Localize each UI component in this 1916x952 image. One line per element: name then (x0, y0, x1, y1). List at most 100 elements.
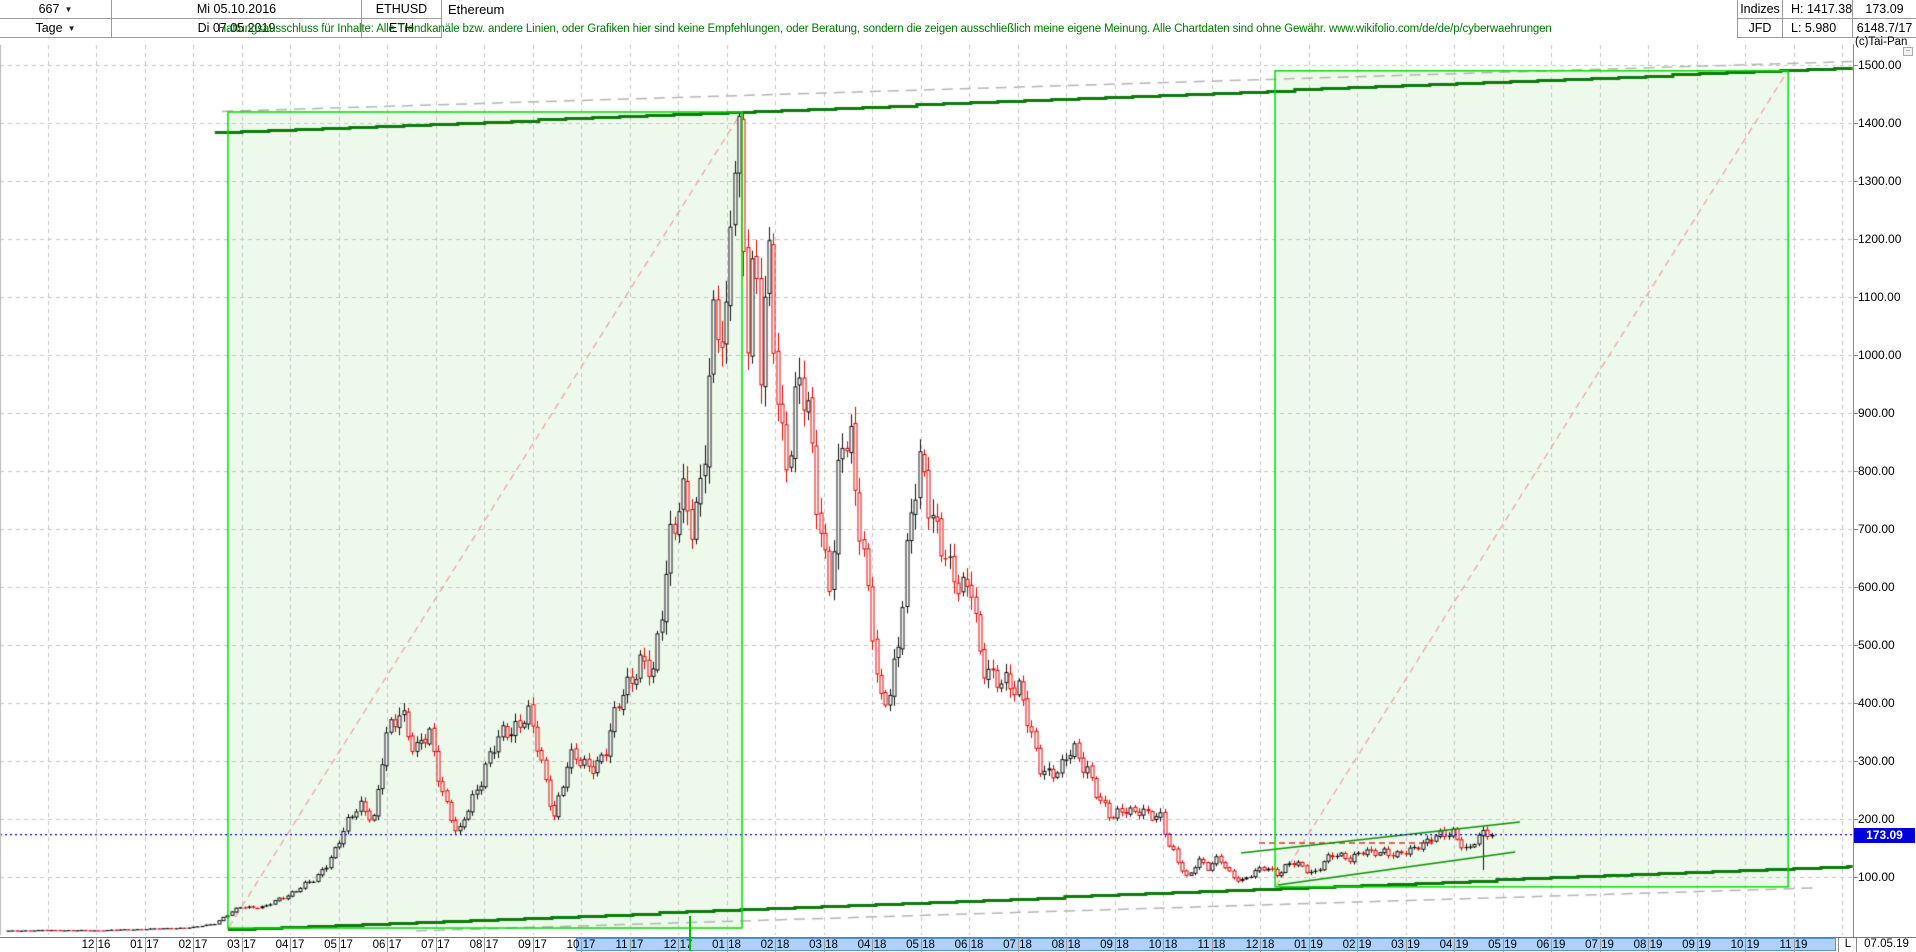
month-tick (1211, 938, 1213, 952)
month-tick (1114, 938, 1116, 952)
month-tick (1599, 938, 1601, 952)
month-tick (1648, 938, 1649, 952)
month-tick (241, 938, 243, 952)
y-axis-label: 1100.00 (1858, 290, 1901, 304)
period-value: Tage (35, 21, 63, 35)
collapse-panel-button[interactable]: − (1903, 47, 1913, 56)
month-label: 10 19 (1730, 939, 1760, 951)
low-cell: L: 5.980 (1783, 19, 1853, 38)
y-axis-tick (1853, 877, 1858, 878)
month-label: 08 17 (469, 939, 499, 951)
y-axis-tick (1853, 529, 1858, 530)
month-label: 04 19 (1439, 939, 1469, 951)
month-tick (1696, 938, 1698, 952)
symbol-short: ETH (389, 21, 414, 35)
y-axis-tick (1853, 703, 1858, 704)
last-price: 173.09 (1865, 2, 1904, 16)
high-cell: H: 1417.38 (1783, 0, 1853, 19)
month-label: 09 18 (1100, 939, 1129, 951)
month-label: 08 18 (1051, 939, 1081, 951)
provider-cell: Indizes (1737, 0, 1783, 19)
y-axis-label: 700.00 (1858, 522, 1895, 536)
y-axis-tick (1853, 761, 1858, 762)
y-axis-label: 200.00 (1858, 812, 1895, 826)
month-label: 10 18 (1148, 939, 1178, 951)
y-axis-label: 600.00 (1858, 580, 1895, 594)
month-label: 12 18 (1245, 939, 1275, 951)
month-label: 07 18 (1003, 939, 1032, 951)
month-tick (1502, 938, 1504, 952)
y-axis-tick (1853, 181, 1858, 182)
month-tick (435, 938, 437, 952)
month-tick (484, 938, 485, 952)
y-axis-label: 100.00 (1858, 870, 1895, 884)
bars-count-value: 667 (38, 2, 60, 16)
date-event-marker (689, 916, 691, 951)
month-label: 03 18 (809, 939, 838, 951)
y-axis-label: 1200.00 (1858, 232, 1902, 246)
y-axis-label: 1000.00 (1858, 348, 1902, 362)
month-label: 02 19 (1342, 939, 1372, 951)
month-tick (1260, 938, 1261, 952)
month-label: 11 17 (615, 939, 644, 951)
date-from-cell[interactable]: Mi 05.10.2016 (112, 0, 362, 19)
month-label: 01 18 (712, 939, 741, 951)
month-label: 09 19 (1682, 939, 1711, 951)
period-dropdown[interactable]: Tage ▼ (0, 19, 112, 38)
month-tick (1551, 938, 1552, 952)
month-tick (1793, 938, 1795, 952)
extra-value-cell: 6148.7/17 (1853, 19, 1916, 38)
y-axis-tick (1853, 645, 1858, 646)
symbol-cell[interactable]: ETHUSD (362, 0, 442, 19)
date-to-cell[interactable]: Di 07.05.2019 (112, 19, 362, 38)
date-from: Mi 05.10.2016 (196, 2, 277, 16)
low-value: L: 5.980 (1791, 21, 1837, 35)
month-label: 04 18 (857, 939, 887, 951)
y-axis-tick (1853, 413, 1858, 414)
y-axis-label: 1500.00 (1858, 58, 1902, 72)
bars-count-dropdown[interactable]: 667 ▼ (0, 0, 112, 19)
chart-canvas[interactable] (0, 44, 1853, 952)
month-label: 02 18 (760, 939, 790, 951)
month-tick (1017, 938, 1019, 952)
date-to: Di 07.05.2019 (197, 21, 276, 35)
month-tick (1066, 938, 1067, 952)
month-tick (144, 938, 146, 952)
month-tick (969, 938, 970, 952)
month-label: 08 19 (1633, 939, 1663, 951)
month-label: 07 19 (1585, 939, 1614, 951)
y-axis-label: 900.00 (1858, 406, 1895, 420)
month-tick (532, 938, 534, 952)
month-label: 11 18 (1197, 939, 1226, 951)
month-label: 12 17 (663, 939, 693, 951)
chevron-down-icon: ▼ (64, 4, 73, 14)
month-label: 03 19 (1391, 939, 1420, 951)
chevron-down-icon: ▼ (67, 23, 76, 33)
last-price-cell: 173.09 (1853, 0, 1916, 19)
month-tick (775, 938, 776, 952)
symbol-short-cell[interactable]: ETH (362, 19, 442, 38)
instrument-name: Ethereum (448, 2, 505, 17)
y-axis-tick (1853, 65, 1858, 66)
y-axis-tick (1853, 819, 1858, 820)
y-axis-tick (1853, 355, 1858, 356)
month-tick (1308, 938, 1310, 952)
y-axis-label: 500.00 (1858, 638, 1895, 652)
month-label: 05 19 (1488, 939, 1517, 951)
month-tick (338, 938, 340, 952)
month-tick (629, 938, 631, 952)
time-range-highlight[interactable] (576, 938, 1837, 951)
month-tick (1405, 938, 1407, 952)
disclaimer-text: Haftungsausschluss für Inhalte: Alle Tre… (218, 23, 1552, 35)
y-axis-label: 800.00 (1858, 464, 1895, 478)
y-axis-tick (1853, 123, 1858, 124)
month-tick (387, 938, 388, 952)
last-bar-label: L (1838, 938, 1857, 952)
y-axis-label: 1400.00 (1858, 116, 1902, 130)
symbol: ETHUSD (375, 2, 428, 16)
y-axis-tick (1853, 297, 1858, 298)
month-label: 05 18 (906, 939, 935, 951)
month-label: 02 17 (178, 939, 208, 951)
y-axis-label: 300.00 (1858, 754, 1895, 768)
month-label: 06 17 (372, 939, 402, 951)
